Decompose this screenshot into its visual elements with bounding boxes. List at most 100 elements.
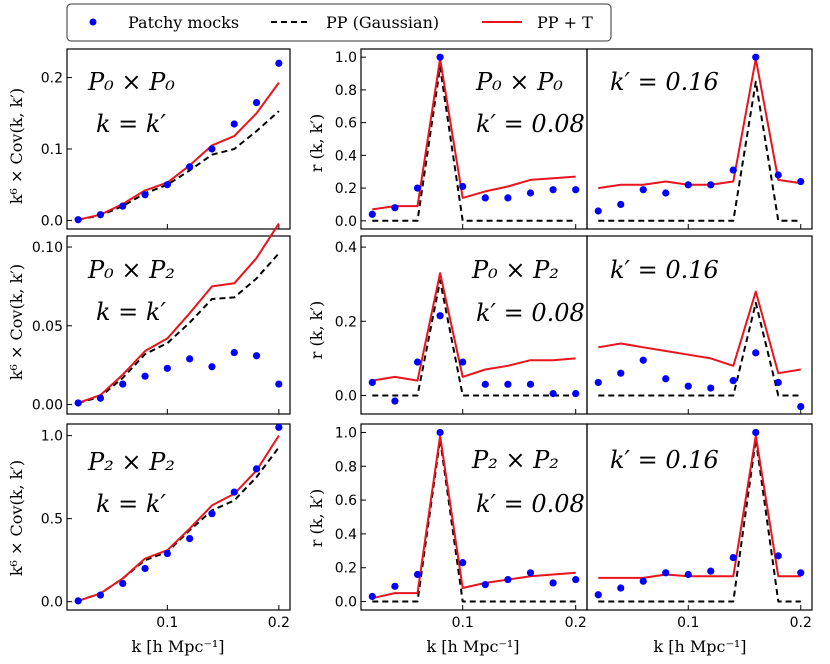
legend-mocks-label: Patchy mocks	[128, 13, 239, 32]
panel-annotation: P₂ × P₂	[471, 446, 559, 474]
ytick-label: 0.0	[41, 213, 63, 229]
mocks-point	[526, 380, 535, 388]
panel-frame	[586, 48, 813, 230]
xtick-label: 0.1	[677, 615, 699, 631]
mocks-point	[436, 428, 444, 437]
mocks-point	[436, 53, 444, 61]
gaussian-line	[598, 80, 801, 222]
legend-mocks-marker	[89, 18, 97, 26]
ylabel-r-row2: r (k, k′)	[307, 489, 326, 547]
mocks-point	[684, 382, 692, 390]
mocks-point	[186, 163, 194, 171]
gaussian-line	[78, 110, 280, 221]
mocks-point	[391, 397, 399, 405]
ylabel-r-row0: r (k, k′)	[307, 114, 326, 172]
ppt-line	[77, 435, 280, 602]
ylabel-cov-row1: k⁶ × Cov(k, k′)	[7, 264, 26, 380]
ppt-line	[598, 434, 801, 579]
mocks-point	[119, 380, 127, 388]
legend-frame	[66, 3, 612, 42]
mocks-point	[368, 592, 376, 601]
panel-annotation: k = k′	[96, 490, 166, 518]
mocks-point	[275, 380, 283, 388]
xtick-label: 0.2	[268, 615, 290, 631]
mocks-point	[459, 182, 467, 191]
mocks-point	[141, 564, 149, 573]
panel-frame	[66, 48, 291, 230]
ppt-line	[372, 57, 576, 211]
panel-r2-c0: 0.0 0.5 1.0 0.1 0.2 P₂ × P₂ k = k′	[41, 423, 291, 631]
mocks-point	[774, 171, 782, 179]
mocks-point	[639, 577, 647, 585]
mocks-point	[96, 394, 105, 402]
xtick-label: 0.2	[565, 615, 587, 631]
panel-r0-c0: 0.0 0.1 0.2 P₀ × P₀ k = k′	[41, 48, 291, 230]
xlabel-col0: k [h Mpc⁻¹]	[131, 637, 224, 656]
gaussian-line	[598, 301, 801, 397]
mocks-point	[119, 202, 127, 210]
panel-r2-c1: 0.0 0.2 0.4 0.6 0.8 1.0 0.1 0.2 P₂ × P₂ k′ = 0.08	[335, 423, 588, 631]
mocks-point	[163, 364, 171, 372]
xlabel-col2: k [h Mpc⁻¹]	[653, 637, 746, 656]
ytick-label: 0.0	[335, 214, 357, 230]
mocks-point	[729, 377, 737, 385]
panel-annotation: k′ = 0.08	[476, 490, 585, 518]
mocks-point	[549, 186, 557, 194]
mocks-point	[639, 186, 647, 194]
ytick-label: 0.0	[335, 388, 357, 404]
panel-r0-c1: 0.0 0.2 0.4 0.6 0.8 1.0 P₀ × P₀ k′ = 0.08	[335, 48, 588, 230]
panel-frame	[586, 235, 813, 415]
gaussian-line	[77, 446, 280, 602]
mocks-point	[594, 378, 602, 387]
panel-r1-c2: k′ = 0.16	[586, 235, 813, 415]
panel-annotation: P₀ × P₂	[87, 256, 175, 284]
mocks-point	[617, 584, 625, 592]
mocks-point	[208, 145, 216, 153]
ytick-label: 0.2	[41, 71, 63, 87]
mocks-point	[526, 569, 535, 577]
panel-annotation: P₀ × P₀	[87, 68, 175, 96]
mocks-point	[662, 189, 670, 197]
mocks-point	[391, 204, 399, 212]
panel-r2-c2: 0.1 0.2 k′ = 0.16	[586, 423, 813, 631]
mocks-point	[252, 98, 261, 107]
ytick-label: 1.0	[41, 429, 63, 445]
mocks-point	[74, 399, 82, 407]
mocks-point	[96, 591, 105, 599]
mocks-point	[186, 534, 194, 543]
mocks-point	[617, 369, 625, 377]
xtick-label: 0.1	[452, 615, 474, 631]
mocks-point	[96, 211, 105, 219]
mocks-point	[662, 569, 670, 577]
mocks-point	[252, 465, 261, 473]
mocks-point	[729, 166, 737, 174]
mocks-point	[275, 59, 283, 67]
ytick-label: 0.0	[335, 595, 357, 611]
mocks-point	[797, 177, 805, 186]
mocks-point	[74, 597, 82, 605]
ytick-label: 0.2	[335, 314, 357, 330]
mocks-point	[707, 567, 715, 575]
ppt-line	[77, 222, 280, 404]
xtick-label: 0.1	[156, 615, 178, 631]
ylabel-cov-row2: k⁶ × Cov(k, k′)	[7, 460, 26, 576]
mocks-point	[413, 358, 422, 366]
mocks-point	[639, 356, 647, 364]
mocks-point	[119, 579, 127, 588]
panel-r1-c1: 0.0 0.2 0.4 P₀ × P₂ k′ = 0.08	[335, 235, 588, 415]
ytick-label: 0.5	[41, 512, 63, 528]
ppt-line	[372, 272, 576, 382]
mocks-point	[572, 575, 580, 584]
ytick-label: 0.6	[335, 116, 357, 132]
mocks-point	[413, 184, 422, 192]
mocks-point	[504, 380, 512, 388]
panels-group: 0.0 0.1 0.2 P₀ × P₀ k = k′ 0.0 0.2 0.4 0.6 0.8 1.0…	[32, 48, 813, 631]
mocks-point	[208, 510, 216, 518]
mocks-point	[752, 428, 760, 437]
ppt-line	[598, 57, 801, 190]
mocks-point	[617, 200, 625, 209]
mocks-point	[252, 352, 261, 360]
mocks-point	[481, 380, 489, 388]
mocks-point	[275, 423, 283, 431]
panel-annotation: k = k′	[96, 298, 166, 326]
